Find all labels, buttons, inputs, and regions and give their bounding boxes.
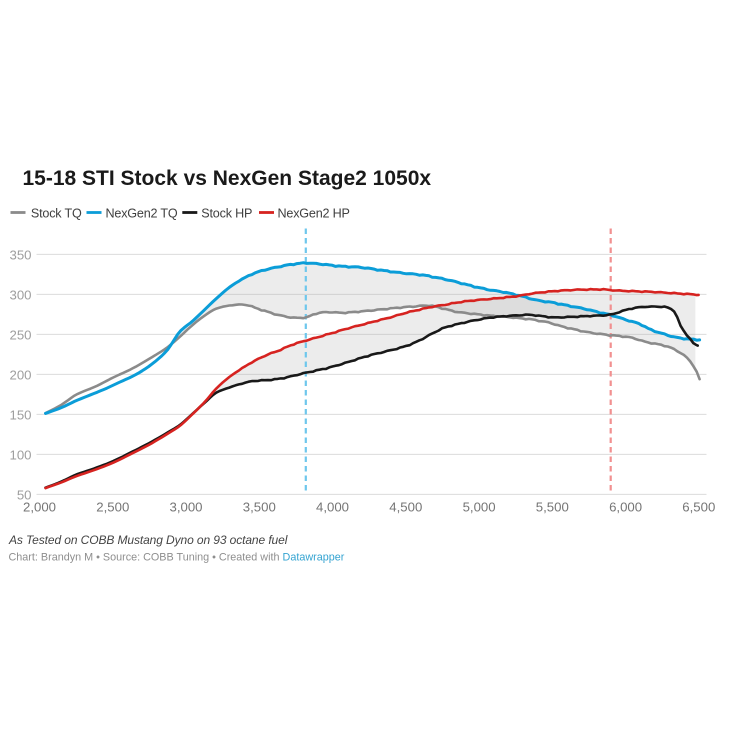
svg-text:200: 200 — [9, 368, 31, 383]
svg-text:6,500: 6,500 — [682, 500, 715, 515]
svg-text:300: 300 — [9, 288, 31, 303]
svg-text:350: 350 — [9, 248, 31, 263]
svg-text:Stock HP: Stock HP — [201, 207, 252, 221]
svg-text:2,500: 2,500 — [96, 500, 129, 515]
svg-text:15-18 STI Stock vs NexGen Stag: 15-18 STI Stock vs NexGen Stage2 1050x — [23, 167, 432, 190]
svg-text:100: 100 — [9, 448, 31, 463]
svg-text:3,000: 3,000 — [169, 500, 202, 515]
svg-text:NexGen2 TQ: NexGen2 TQ — [106, 207, 178, 221]
svg-text:2,000: 2,000 — [23, 500, 56, 515]
svg-text:5,000: 5,000 — [463, 500, 496, 515]
svg-text:6,000: 6,000 — [609, 500, 642, 515]
svg-text:250: 250 — [9, 328, 31, 343]
svg-text:5,500: 5,500 — [536, 500, 569, 515]
svg-text:Stock TQ: Stock TQ — [31, 207, 82, 221]
svg-text:NexGen2 HP: NexGen2 HP — [278, 207, 350, 221]
svg-text:3,500: 3,500 — [243, 500, 276, 515]
svg-text:50: 50 — [17, 488, 32, 503]
svg-text:150: 150 — [9, 408, 31, 423]
svg-text:4,000: 4,000 — [316, 500, 349, 515]
svg-text:Chart: Brandyn M • Source: COB: Chart: Brandyn M • Source: COBB Tuning •… — [9, 552, 345, 564]
svg-text:As Tested on COBB Mustang Dyno: As Tested on COBB Mustang Dyno on 93 oct… — [8, 533, 288, 547]
svg-text:4,500: 4,500 — [389, 500, 422, 515]
